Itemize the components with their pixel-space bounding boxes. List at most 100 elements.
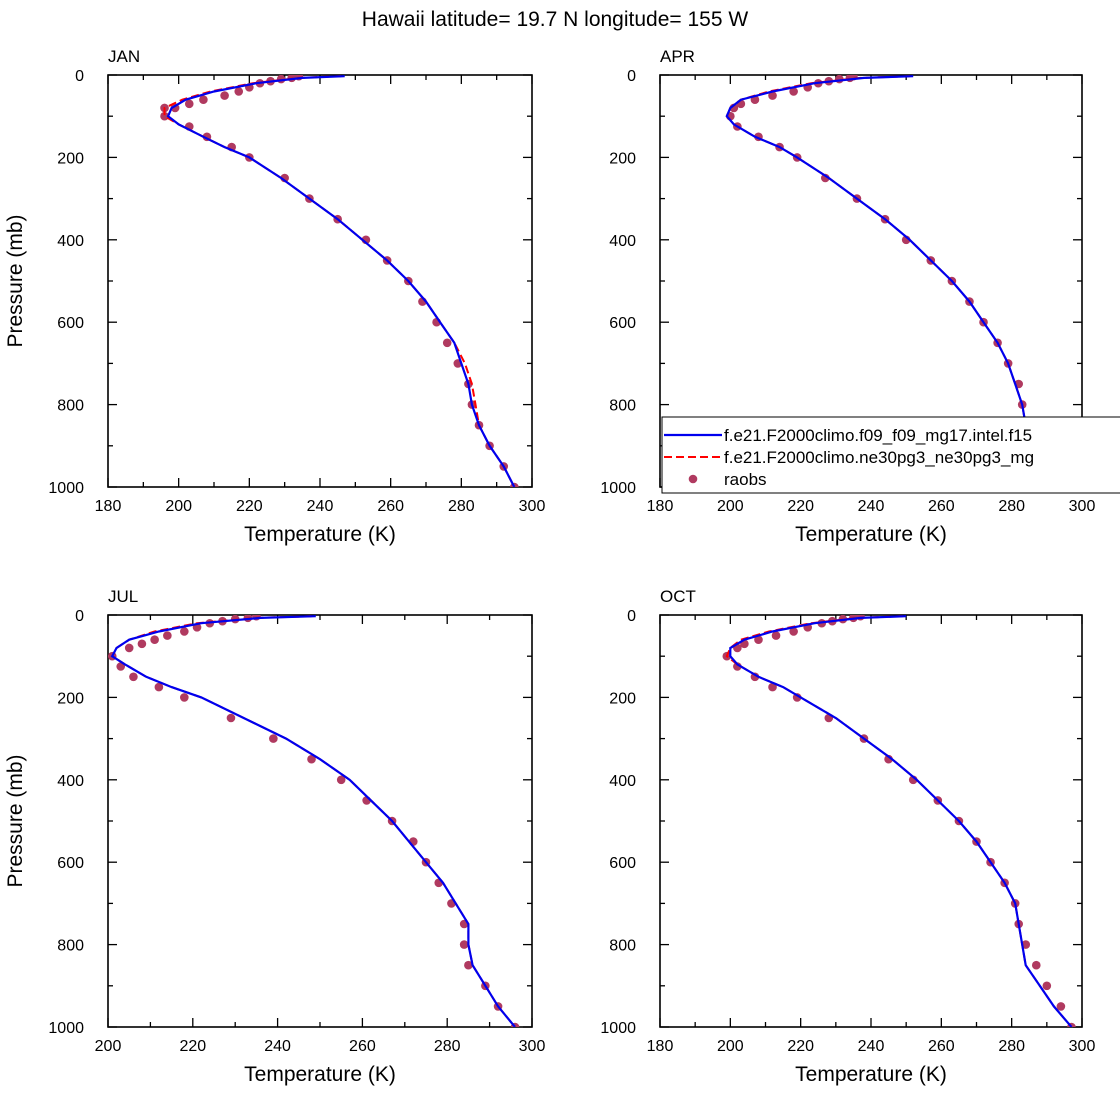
series-line-ne30pg3 — [725, 615, 1073, 1027]
raobs-point — [754, 635, 763, 645]
y-tick-label: 0 — [627, 68, 636, 85]
y-tick-label: 400 — [609, 233, 636, 250]
raobs-point — [154, 682, 164, 692]
x-tick-label: 280 — [998, 498, 1025, 515]
y-tick-label: 0 — [627, 608, 636, 625]
legend: f.e21.F2000climo.f09_f09_mg17.intel.f15f… — [661, 416, 1120, 494]
plot-area — [160, 75, 519, 487]
y-tick-label: 800 — [609, 398, 636, 415]
y-tick-label: 1000 — [600, 1020, 636, 1037]
x-tick-label: 240 — [858, 1038, 885, 1055]
x-tick-label: 220 — [236, 498, 263, 515]
raobs-point — [180, 627, 189, 636]
raobs-point — [116, 662, 126, 671]
series-line-f09 — [729, 615, 1073, 1027]
raobs-point — [442, 338, 452, 348]
x-tick-label: 200 — [95, 1038, 122, 1055]
x-tick-label: 180 — [647, 1038, 674, 1055]
raobs-point — [234, 87, 244, 96]
x-tick-label: 220 — [787, 498, 814, 515]
x-tick-label: 260 — [928, 498, 955, 515]
y-tick-label: 800 — [609, 938, 636, 955]
panel-jul: JUL 200 220 240 260 280 300 0 200 400 600 800 1000 Te… — [4, 587, 545, 1086]
y-tick-label: 400 — [57, 233, 84, 250]
panel-oct: OCT 180 200 220 240 260 280 300 0 200 400 600 800 100… — [600, 587, 1095, 1086]
plot-frame — [659, 614, 1083, 1028]
panel-label: JUL — [108, 587, 138, 606]
raobs-point — [1031, 960, 1041, 970]
y-tick-label: 200 — [609, 690, 636, 707]
x-axis-label: Temperature (K) — [795, 1063, 947, 1086]
raobs-point — [768, 91, 777, 100]
raobs-point — [510, 482, 519, 487]
raobs-point — [124, 643, 134, 653]
y-tick-label: 1000 — [600, 480, 636, 497]
series-line-ne30pg3 — [110, 615, 516, 1027]
y-tick-label: 200 — [57, 150, 84, 167]
x-tick-label: 240 — [264, 1038, 291, 1055]
plot-area — [722, 615, 1076, 1027]
x-axis-label: Temperature (K) — [795, 523, 947, 546]
x-tick-label: 200 — [165, 498, 192, 515]
raobs-point — [789, 87, 798, 96]
raobs-point — [150, 635, 159, 645]
y-axis-label: Pressure (mb) — [4, 754, 27, 887]
raobs-point — [269, 734, 278, 743]
x-tick-label: 300 — [519, 498, 546, 515]
x-axis-label: Temperature (K) — [244, 523, 396, 546]
raobs-point — [464, 960, 473, 970]
raobs-point — [180, 693, 189, 702]
raobs-point — [129, 672, 138, 682]
x-tick-label: 280 — [998, 1038, 1025, 1055]
panel-label: OCT — [660, 587, 696, 606]
legend-label: raobs — [724, 470, 767, 489]
figure-title: Hawaii latitude= 19.7 N longitude= 155 W — [362, 8, 749, 31]
panel-apr: APR 180 200 220 240 260 280 300 0 200 400 600 800 100… — [600, 47, 1095, 546]
x-tick-label: 260 — [349, 1038, 376, 1055]
legend-box — [661, 416, 1120, 494]
y-tick-label: 800 — [57, 398, 84, 415]
raobs-point — [768, 682, 777, 692]
raobs-point — [336, 775, 346, 785]
plot-area — [108, 615, 520, 1027]
panel-jan: JAN 180 200 220 240 260 280 300 0 200 400 600 800 100… — [4, 47, 545, 546]
x-tick-label: 220 — [179, 1038, 206, 1055]
y-tick-label: 200 — [609, 150, 636, 167]
y-tick-label: 600 — [609, 315, 636, 332]
raobs-point — [307, 754, 316, 764]
plot-frame — [107, 74, 533, 488]
raobs-point — [459, 940, 469, 949]
panel-label: APR — [660, 47, 695, 66]
x-tick-label: 300 — [1069, 498, 1096, 515]
x-tick-label: 280 — [434, 1038, 461, 1055]
raobs-point — [226, 713, 236, 723]
y-tick-label: 1000 — [48, 480, 84, 497]
x-tick-label: 200 — [717, 1038, 744, 1055]
y-tick-label: 0 — [75, 68, 84, 85]
x-tick-label: 220 — [787, 1038, 814, 1055]
x-axis-label: Temperature (K) — [244, 1063, 396, 1086]
legend-label: f.e21.F2000climo.f09_f09_mg17.intel.f15 — [724, 426, 1032, 445]
series-line-f09 — [725, 75, 1062, 487]
y-axis-label: Pressure (mb) — [4, 214, 27, 347]
legend-marker-raobs — [688, 474, 698, 484]
series-line-ne30pg3 — [163, 75, 516, 487]
y-tick-label: 400 — [57, 773, 84, 790]
x-tick-label: 300 — [1069, 1038, 1096, 1055]
raobs-point — [789, 627, 798, 636]
series-line-f09 — [110, 615, 516, 1027]
y-tick-label: 600 — [57, 315, 84, 332]
y-tick-label: 200 — [57, 690, 84, 707]
x-tick-label: 180 — [647, 498, 674, 515]
x-tick-label: 240 — [307, 498, 334, 515]
raobs-point — [137, 639, 147, 649]
y-tick-label: 800 — [57, 938, 84, 955]
x-tick-label: 260 — [377, 498, 404, 515]
y-tick-label: 1000 — [48, 1020, 84, 1037]
raobs-point — [1056, 1002, 1066, 1011]
x-tick-label: 180 — [95, 498, 122, 515]
raobs-point — [199, 95, 208, 105]
series-line-f09 — [166, 75, 516, 487]
raobs-point — [184, 99, 194, 109]
